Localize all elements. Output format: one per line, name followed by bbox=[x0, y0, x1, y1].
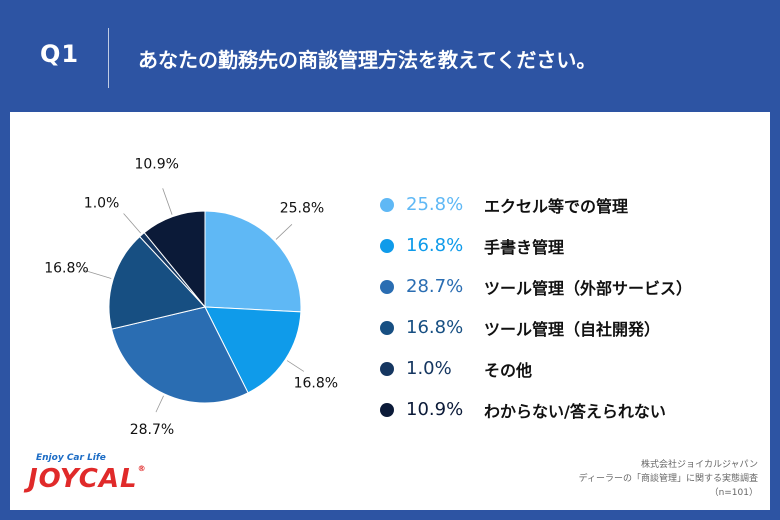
leader-line-handwritten bbox=[286, 360, 305, 372]
question-number: Q1 bbox=[40, 40, 80, 68]
header-divider bbox=[108, 28, 109, 88]
data-label-external-tool: 28.7% bbox=[130, 422, 174, 438]
leader-line-other bbox=[123, 213, 141, 234]
source-note: 株式会社ジョイカルジャパン ディーラーの「商談管理」に関する実態調査 （n=10… bbox=[579, 458, 758, 500]
legend-item: 10.9% わからない/答えられない bbox=[380, 389, 692, 430]
legend-label: ツール管理（自社開発） bbox=[484, 319, 661, 339]
legend-value: 25.8% bbox=[406, 194, 464, 215]
question-text: あなたの勤務先の商談管理方法を教えてください。 bbox=[138, 48, 597, 72]
legend-marker bbox=[380, 402, 394, 417]
legend-label: ツール管理（外部サービス） bbox=[484, 278, 693, 298]
legend-marker bbox=[380, 279, 394, 294]
legend-value: 16.8% bbox=[406, 235, 464, 256]
legend-marker bbox=[380, 361, 394, 376]
logo-brand: JOYCAL bbox=[28, 464, 138, 494]
legend-item: 1.0% その他 bbox=[380, 348, 692, 389]
source-company: 株式会社ジョイカルジャパン bbox=[640, 460, 758, 470]
legend-value: 10.9% bbox=[406, 399, 464, 420]
data-label-excel: 25.8% bbox=[280, 200, 324, 216]
pie-slice-excel bbox=[204, 210, 302, 313]
pie-slice-unknown bbox=[143, 210, 206, 309]
logo-registered-mark: ® bbox=[137, 464, 147, 473]
legend-label: 手書き管理 bbox=[484, 237, 565, 257]
source-sample: （n=101） bbox=[709, 488, 758, 498]
source-survey: ディーラーの「商談管理」に関する実態調査 bbox=[578, 474, 758, 484]
data-label-handwritten: 16.8% bbox=[294, 375, 338, 391]
joycal-logo: JOYCAL® bbox=[28, 464, 147, 494]
leader-line-external-tool bbox=[155, 395, 164, 413]
leader-line-excel bbox=[275, 224, 293, 240]
legend-item: 16.8% ツール管理（自社開発） bbox=[380, 307, 692, 348]
legend-label: わからない/答えられない bbox=[484, 401, 666, 421]
legend-value: 28.7% bbox=[406, 276, 464, 297]
legend-marker bbox=[380, 320, 394, 335]
data-label-unknown: 10.9% bbox=[134, 156, 178, 172]
legend-item: 16.8% 手書き管理 bbox=[380, 225, 692, 266]
legend-value: 1.0% bbox=[406, 358, 452, 379]
leader-line-unknown bbox=[162, 188, 173, 215]
legend: 25.8% エクセル等での管理 16.8% 手書き管理 28.7% ツール管理（… bbox=[380, 184, 692, 430]
legend-label: エクセル等での管理 bbox=[484, 196, 629, 216]
legend-item: 28.7% ツール管理（外部サービス） bbox=[380, 266, 692, 307]
pie-slice-external-tool bbox=[110, 306, 249, 404]
legend-value: 16.8% bbox=[406, 317, 464, 338]
legend-label: その他 bbox=[484, 360, 533, 380]
header-banner: Q1 あなたの勤務先の商談管理方法を教えてください。 bbox=[0, 0, 780, 112]
legend-item: 25.8% エクセル等での管理 bbox=[380, 184, 692, 225]
legend-marker bbox=[380, 238, 394, 253]
data-label-other: 1.0% bbox=[84, 195, 120, 211]
legend-marker bbox=[380, 197, 394, 212]
data-label-inhouse-tool: 16.8% bbox=[44, 260, 88, 276]
pie-slice-inhouse-tool bbox=[108, 235, 206, 330]
logo-tagline: Enjoy Car Life bbox=[36, 453, 106, 463]
pie-slice-handwritten bbox=[204, 306, 302, 394]
leader-line-inhouse-tool bbox=[84, 269, 112, 279]
